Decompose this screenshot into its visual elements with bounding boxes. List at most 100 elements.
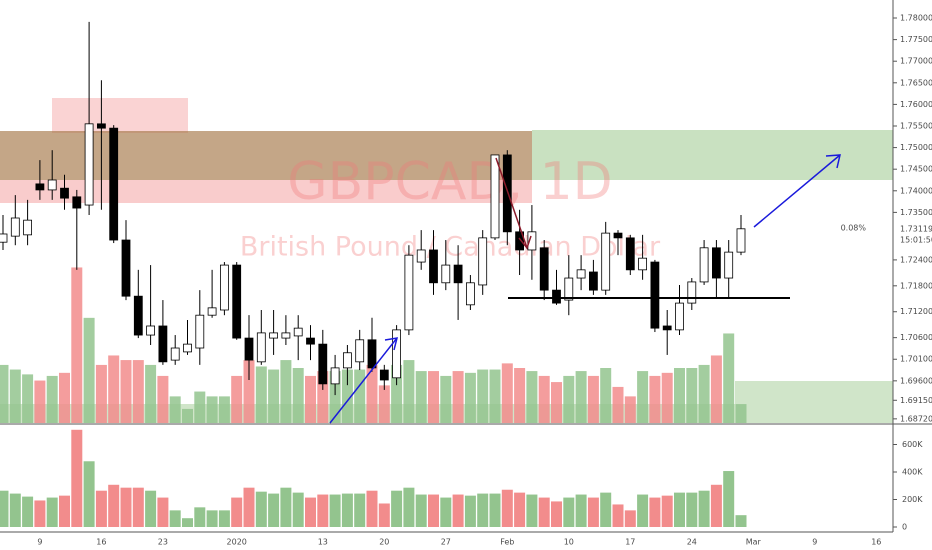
volume-bar [95,490,107,527]
volume-tick-label: 0 [902,523,907,532]
volume-overlay-bar [403,360,415,423]
x-tick-label: 24 [687,538,697,547]
volume-bar [120,487,132,527]
volume-bar [329,494,341,527]
arrow-head [384,337,399,351]
volume-bar [661,495,673,527]
volume-overlay-bar [145,364,157,423]
volume-bar [440,497,452,527]
volume-overlay-bar [612,386,624,423]
countdown: 15:01:50 [900,236,932,245]
volume-bar [341,493,353,527]
volume-overlay-bar [477,369,489,423]
y-tick-label: 1.77000 [900,57,932,66]
volume-bar [366,490,378,527]
candle-body [170,347,180,361]
volume-bar [391,490,403,527]
volume-bar [255,491,267,527]
x-tick-label: 10 [564,538,574,547]
volume-overlay-bar [71,267,83,423]
candle-body [441,264,451,284]
y-tick-label: 1.73500 [900,208,932,217]
change-label: 0.08% [841,224,867,233]
x-tick-label: 16 [871,538,881,547]
volume-bar [317,494,329,527]
volume-overlay-bar [182,408,193,423]
volume-overlay-bar [341,369,353,423]
y-tick-label: 1.70100 [900,355,932,364]
candle-body [35,183,45,191]
volume-overlay-bar [305,375,316,423]
candle-body [589,271,598,291]
y-tick-label: 1.69150 [900,396,932,405]
volume-overlay-bar [501,363,513,423]
volume-overlay-bar [551,382,562,423]
y-tick-label: 1.76500 [900,78,932,87]
volume-overlay-bar [120,360,132,423]
candle-body [281,332,291,339]
volume-overlay-bar [452,371,464,423]
volume-overlay-bar [108,355,120,423]
volume-overlay-bar [710,355,722,423]
candle-body [699,247,709,283]
arrow-head [518,235,532,250]
volume-bar [735,515,747,527]
arrow [329,337,398,424]
volume-bar [403,487,415,527]
y-tick-label: 1.70600 [900,333,932,342]
watermark-symbol: GBPCAD, 1D [287,152,612,212]
volume-bar [46,497,58,527]
volume-bar [145,490,157,527]
x-tick-label: Mar [746,538,762,547]
volume-overlay-bar [255,366,267,423]
candle-body [72,196,82,209]
candle-body [47,179,57,191]
volume-bar [464,495,476,527]
volume-overlay-bar [157,375,169,423]
candle-body [638,257,647,271]
candle-body [502,154,512,233]
candle-body [0,233,8,243]
volume-bar [428,494,439,527]
volume-bar [587,497,599,527]
volume-overlay-bar [538,375,550,423]
volume-bar [59,495,70,527]
candle-body [453,264,463,284]
drawings [329,154,841,424]
volume-bar [34,500,46,527]
candle-body [256,332,266,363]
x-tick-label: 13 [318,538,328,547]
volume-bar [182,518,193,527]
volume-overlay-bar [661,372,673,423]
y-tick-label: 1.71800 [900,281,932,290]
y-tick-label: 1.74500 [900,165,932,174]
volume-bar [206,510,218,527]
volume-bar [501,489,513,527]
volume-overlay-bar [624,396,636,423]
candle-body [269,332,279,339]
candle-body [662,325,672,331]
y-tick-label: 1.77500 [900,35,932,44]
volume-overlay-bar [489,369,501,423]
volume-bar [514,492,526,527]
y-tick-label: 1.74000 [900,186,932,195]
candle-body [429,249,438,284]
volume-overlay-bar [194,391,206,423]
volume-bar [22,496,34,527]
volume-bar [563,497,575,527]
volume-overlay-bar [218,396,230,423]
arrow [753,154,841,228]
volume-overlay-bar [674,368,685,423]
candle-body [564,277,574,301]
volume-overlay [0,267,747,423]
y-tick-label: 1.75000 [900,143,932,152]
volume-overlay-bar [440,375,452,423]
volume-overlay-bar [563,375,575,423]
x-tick-label: 16 [96,538,106,547]
volume-overlay-bar [428,371,439,423]
candle-body [367,339,377,369]
volume-bar [637,494,649,527]
volume-bar [710,484,722,527]
x-tick-label: 23 [158,538,168,547]
volume-bar [489,493,501,527]
